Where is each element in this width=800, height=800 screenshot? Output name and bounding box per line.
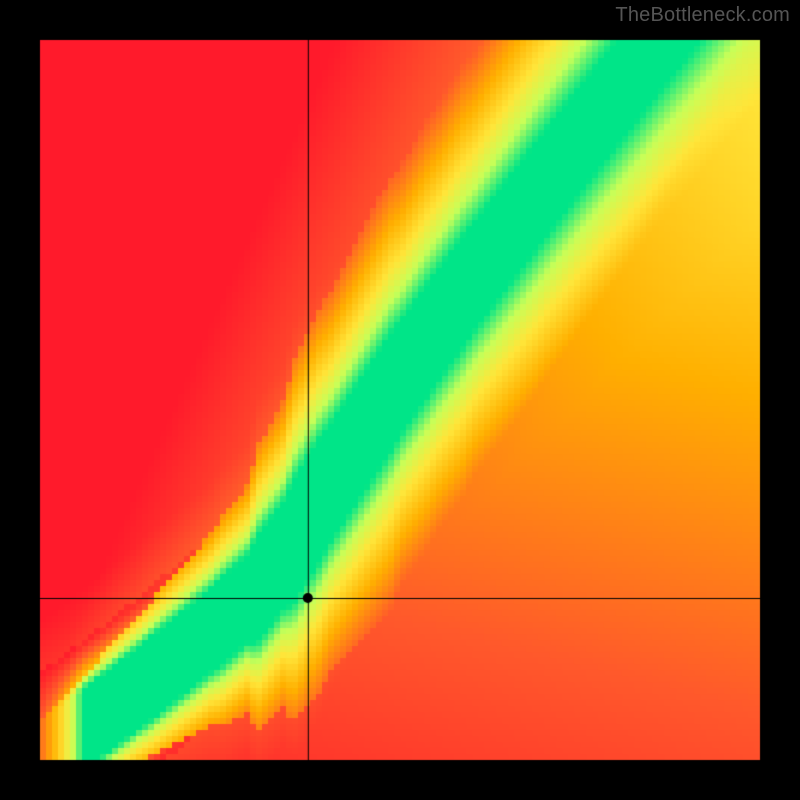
bottleneck-heatmap: [0, 0, 800, 800]
attribution-text: TheBottleneck.com: [615, 4, 790, 27]
chart-container: TheBottleneck.com: [0, 0, 800, 800]
